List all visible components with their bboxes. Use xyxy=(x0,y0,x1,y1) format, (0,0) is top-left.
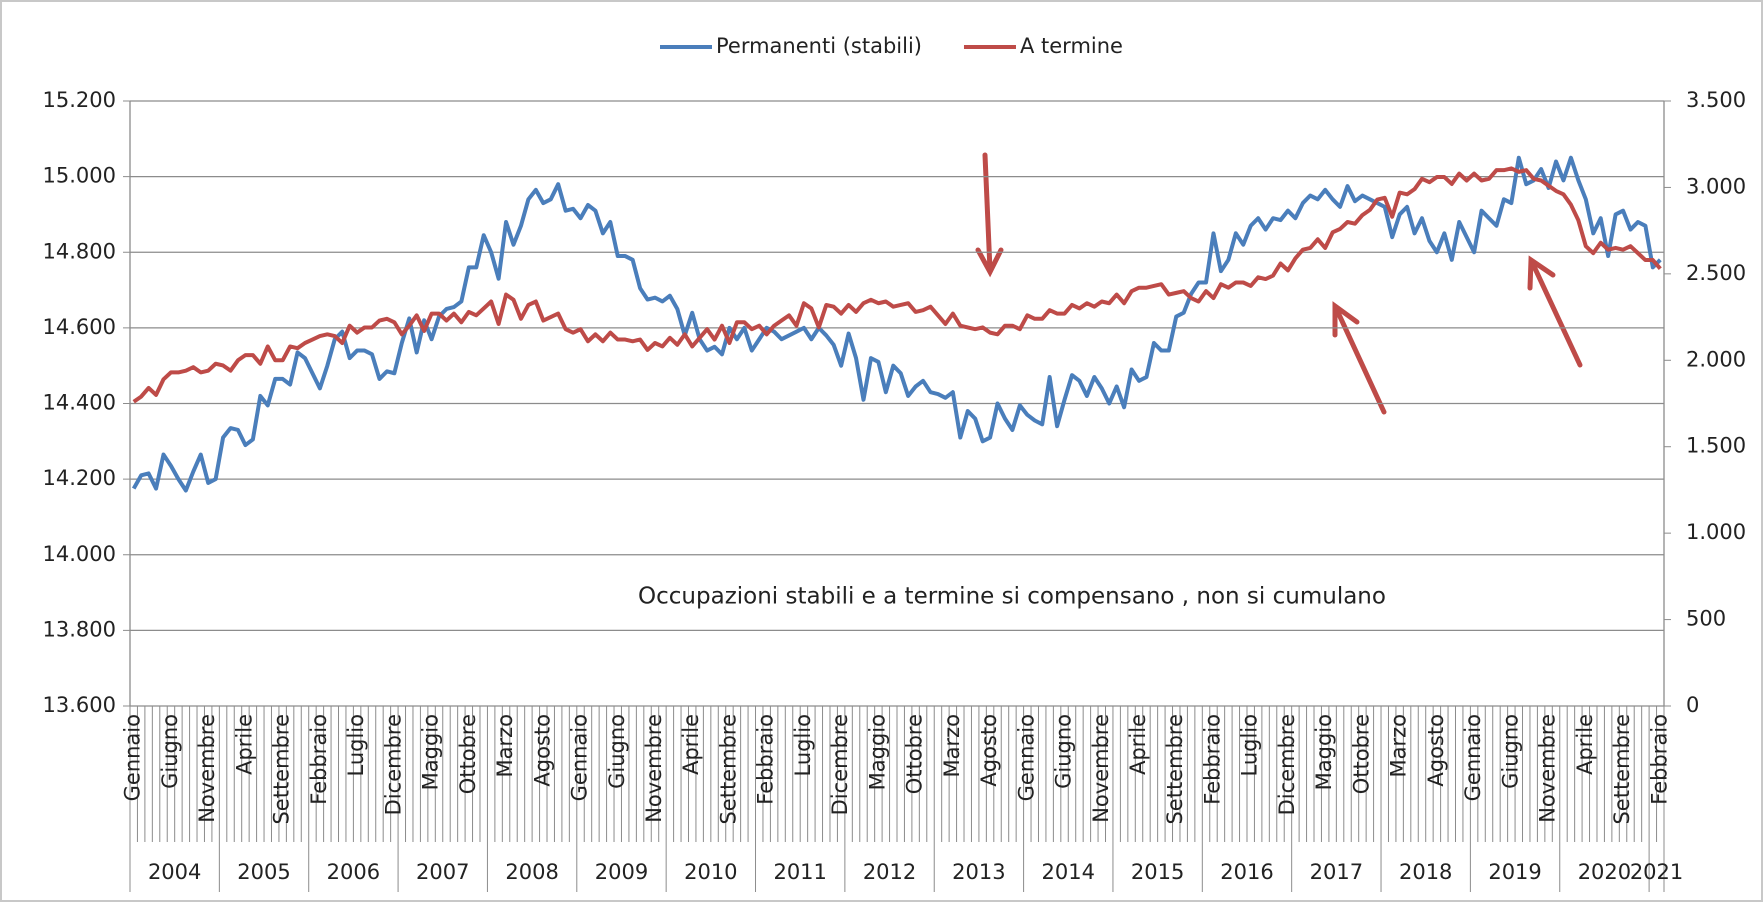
x-tick-label: Febbraio xyxy=(1200,714,1224,805)
x-tick-label: Giugno xyxy=(605,714,629,789)
series-line xyxy=(132,166,1662,404)
x-tick-label: Giugno xyxy=(1498,714,1522,789)
legend-label: A termine xyxy=(1020,34,1123,58)
x-tick-label: Novembre xyxy=(195,714,219,823)
x-tick-label: Novembre xyxy=(1089,714,1113,823)
x-tick-label: Gennaio xyxy=(1461,714,1485,801)
year-label: 2007 xyxy=(416,860,469,884)
y2-tick-label: 1.500 xyxy=(1686,434,1746,458)
x-tick-label: Agosto xyxy=(530,714,554,787)
x-tick-label: Aprile xyxy=(1573,714,1597,775)
x-tick-label: Marzo xyxy=(940,714,964,778)
year-label: 2008 xyxy=(505,860,558,884)
arrows xyxy=(975,152,1583,415)
x-tick-label: Maggio xyxy=(865,714,889,790)
y-tick-label: 13.800 xyxy=(43,617,116,641)
x-tick-label: Marzo xyxy=(493,714,517,778)
year-label: 2016 xyxy=(1220,860,1273,884)
legend-label: Permanenti (stabili) xyxy=(716,34,922,58)
y2-tick-label: 2.000 xyxy=(1686,347,1746,371)
annotation: Occupazioni stabili e a termine si compe… xyxy=(638,584,1386,610)
x-tick-label: Settembre xyxy=(270,714,294,825)
x-tick-label: Febbraio xyxy=(307,714,331,805)
y-tick-label: 14.200 xyxy=(43,466,116,490)
x-tick-label: Aprile xyxy=(232,714,256,775)
year-label: 2017 xyxy=(1310,860,1363,884)
y-tick-label: 14.800 xyxy=(43,239,116,263)
x-tick-label: Dicembre xyxy=(828,714,852,815)
x-tick-label: Ottobre xyxy=(456,714,480,794)
year-label: 2019 xyxy=(1488,860,1541,884)
x-tick-label: Febbraio xyxy=(754,714,778,805)
series-line xyxy=(131,155,1662,493)
x-tick-label: Settembre xyxy=(1610,714,1634,825)
y-tick-label: 15.200 xyxy=(43,88,116,112)
x-tick-label: Giugno xyxy=(1052,714,1076,789)
y-tick-label: 15.000 xyxy=(43,164,116,188)
year-label: 2010 xyxy=(684,860,737,884)
y-tick-label: 14.400 xyxy=(43,391,116,415)
x-tick-label: Marzo xyxy=(1387,714,1411,778)
x-tick-label: Settembre xyxy=(716,714,740,825)
x-tick-label: Novembre xyxy=(1536,714,1560,823)
x-tick-label: Agosto xyxy=(1424,714,1448,787)
x-tick-label: Aprile xyxy=(679,714,703,775)
year-label: 2005 xyxy=(237,860,290,884)
x-tick-label: Gennaio xyxy=(1014,714,1038,801)
x-tick-label: Novembre xyxy=(642,714,666,823)
year-label: 2006 xyxy=(327,860,380,884)
x-tick-label: Settembre xyxy=(1163,714,1187,825)
year-label: 2004 xyxy=(148,860,201,884)
x-tick-label: Gennaio xyxy=(121,714,145,801)
x-tick-label: Ottobre xyxy=(1349,714,1373,794)
x-tick-label: Dicembre xyxy=(1275,714,1299,815)
year-label: 2015 xyxy=(1131,860,1184,884)
x-tick-label: Febbraio xyxy=(1647,714,1671,805)
x-tick-label: Luglio xyxy=(1238,714,1262,777)
year-label: 2018 xyxy=(1399,860,1452,884)
year-label: 2011 xyxy=(773,860,826,884)
y2-tick-label: 3.000 xyxy=(1686,174,1746,198)
year-label: 2014 xyxy=(1042,860,1095,884)
y2-tick-label: 2.500 xyxy=(1686,261,1746,285)
x-tick-label: Gennaio xyxy=(568,714,592,801)
x-tick-label: Luglio xyxy=(791,714,815,777)
x-tick-label: Maggio xyxy=(419,714,443,790)
x-tick-label: Maggio xyxy=(1312,714,1336,790)
year-label: 2021 xyxy=(1630,860,1683,884)
x-tick-label: Aprile xyxy=(1126,714,1150,775)
y-tick-label: 14.600 xyxy=(43,315,116,339)
y2-tick-label: 500 xyxy=(1686,607,1726,631)
y2-tick-label: 3.500 xyxy=(1686,88,1746,112)
year-label: 2020 xyxy=(1578,860,1631,884)
year-label: 2012 xyxy=(863,860,916,884)
y-tick-label: 14.000 xyxy=(43,542,116,566)
x-tick-label: Luglio xyxy=(344,714,368,777)
year-label: 2009 xyxy=(595,860,648,884)
y2-tick-label: 0 xyxy=(1686,693,1699,717)
x-tick-label: Dicembre xyxy=(381,714,405,815)
x-tick-label: Giugno xyxy=(158,714,182,789)
y2-tick-label: 1.000 xyxy=(1686,520,1746,544)
year-label: 2013 xyxy=(952,860,1005,884)
x-tick-label: Agosto xyxy=(977,714,1001,787)
y-tick-label: 13.600 xyxy=(43,693,116,717)
x-tick-label: Ottobre xyxy=(903,714,927,794)
